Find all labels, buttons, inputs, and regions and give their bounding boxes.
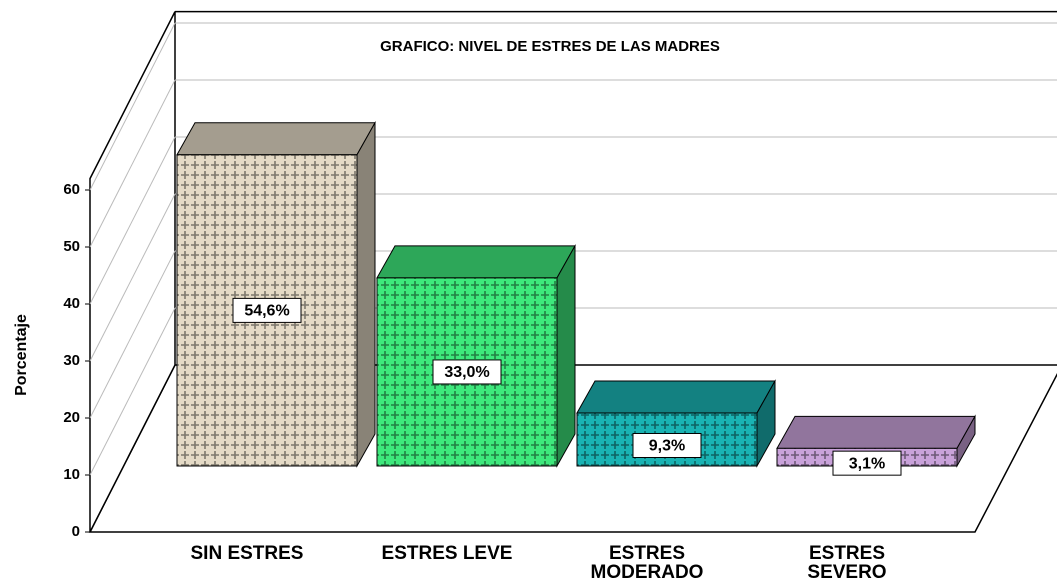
bar-top bbox=[576, 380, 776, 414]
bar-top bbox=[376, 245, 576, 279]
y-tick-label: 20 bbox=[63, 409, 80, 426]
chart-title: GRAFICO: NIVEL DE ESTRES DE LAS MADRES bbox=[380, 38, 720, 55]
bar-side bbox=[556, 243, 576, 468]
bar: 3,1% bbox=[776, 414, 976, 476]
y-tick-label: 0 bbox=[72, 523, 80, 540]
value-label-box bbox=[432, 359, 502, 385]
bar: 33,0% bbox=[376, 243, 576, 468]
value-label-box bbox=[232, 297, 302, 323]
x-tick-label: ESTRES MODERADO bbox=[590, 543, 704, 583]
grid-line bbox=[89, 250, 176, 419]
grid-line bbox=[89, 307, 176, 476]
value-label-box bbox=[632, 432, 702, 458]
grid-line bbox=[89, 193, 176, 362]
y-axis-label: Porcentaje bbox=[13, 314, 30, 396]
value-label: 3,1% bbox=[849, 455, 885, 472]
y-tick-label: 40 bbox=[63, 295, 80, 312]
grid-line bbox=[89, 79, 176, 248]
grid-line bbox=[89, 22, 176, 191]
bar-top bbox=[776, 415, 976, 449]
x-tick-label: SIN ESTRES bbox=[190, 543, 304, 564]
value-label: 9,3% bbox=[649, 438, 685, 455]
x-tick-label: ESTRES SEVERO bbox=[807, 543, 887, 583]
y-tick-label: 30 bbox=[63, 352, 80, 369]
value-label: 54,6% bbox=[244, 303, 289, 320]
bar-top bbox=[176, 122, 376, 156]
bar-side bbox=[356, 120, 376, 468]
y-tick-label: 50 bbox=[63, 238, 80, 255]
y-tick-label: 10 bbox=[63, 466, 80, 483]
y-tick-label: 60 bbox=[63, 181, 80, 198]
value-label: 33,0% bbox=[444, 364, 489, 381]
grid-line bbox=[89, 136, 176, 305]
x-tick-label: ESTRES LEVE bbox=[381, 543, 513, 564]
bar: 54,6% bbox=[176, 120, 376, 468]
bar: 9,3% bbox=[576, 379, 776, 468]
value-label-box bbox=[832, 450, 902, 476]
